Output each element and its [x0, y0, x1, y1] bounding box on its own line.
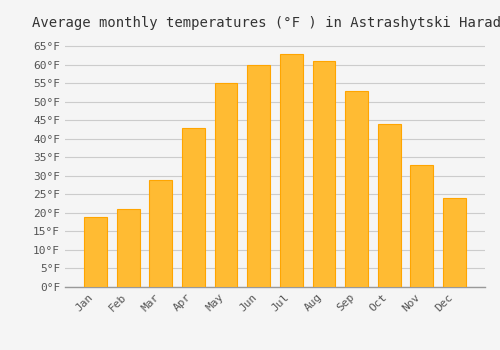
Bar [280, 54, 302, 287]
Title: Average monthly temperatures (°F ) in Astrashytski Haradok: Average monthly temperatures (°F ) in As… [32, 16, 500, 30]
Bar [312, 61, 336, 287]
Bar [410, 165, 434, 287]
Bar [214, 83, 238, 287]
Bar [84, 217, 107, 287]
Bar [443, 198, 466, 287]
Bar [150, 180, 172, 287]
Bar [378, 124, 400, 287]
Bar [116, 209, 140, 287]
Bar [248, 65, 270, 287]
Bar [345, 91, 368, 287]
Bar [182, 128, 205, 287]
